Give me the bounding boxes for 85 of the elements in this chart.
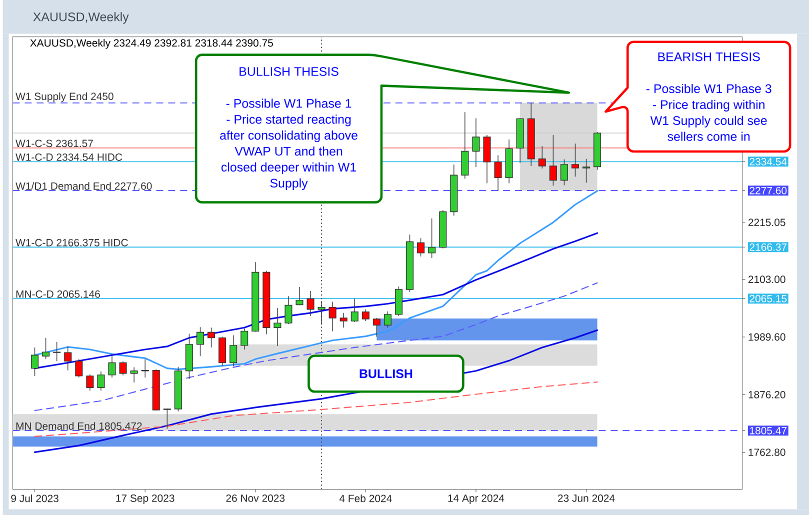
x-tick-label: 17 Sep 2023 [116, 494, 174, 504]
candlestick [340, 312, 348, 328]
candlestick [461, 112, 469, 179]
y-tick-label: 1805.47 [750, 426, 787, 434]
candlestick [406, 234, 414, 292]
candlestick [42, 337, 50, 360]
ref-line-label: W1-C-D 2334.54 HIDC [16, 153, 122, 161]
candlestick [450, 164, 458, 216]
annotation: - Possible W1 Phase 1 [226, 98, 352, 108]
annotation: BULLISH THESIS [240, 66, 338, 76]
candlestick [64, 346, 72, 371]
candlestick [274, 307, 282, 346]
y-tick-label: 2166.37 [750, 243, 787, 251]
y-tick-label: 2103.00 [748, 276, 786, 283]
candlestick [472, 118, 480, 168]
annotation: - Price started reacting after consolidating above VWAP UT and then closed deeper within W1 Supply [220, 114, 358, 190]
candlestick [571, 143, 579, 177]
x-tick-label: 26 Nov 2023 [226, 494, 285, 502]
candlestick [582, 158, 590, 184]
candlestick [174, 366, 182, 412]
candlestick [86, 374, 94, 391]
candlestick [152, 368, 160, 411]
candlestick [362, 308, 370, 322]
candlestick [538, 146, 546, 169]
ref-line-label: MN-C-D 2065.146 [16, 290, 100, 298]
candlestick [53, 341, 61, 362]
annotation: - Possible W1 Phase 3 [646, 84, 772, 93]
chart-title: XAUUSD,Weekly [33, 12, 129, 24]
candlestick [394, 286, 403, 316]
y-tick-label: 2215.05 [748, 218, 786, 226]
y-tick-label: 2334.54 [750, 158, 787, 166]
candlestick [97, 370, 105, 391]
candlestick [163, 408, 171, 430]
y-tick-label: 2277.60 [750, 186, 787, 194]
candlestick [296, 286, 304, 306]
candlestick [130, 366, 138, 383]
candlestick [207, 327, 216, 348]
x-tick-label: 4 Feb 2024 [339, 494, 392, 502]
candlestick [594, 132, 602, 170]
candlestick [230, 334, 238, 367]
candlestick [240, 328, 248, 350]
candlestick [284, 296, 292, 324]
candlestick [428, 218, 436, 258]
candlestick [252, 262, 260, 332]
candlestick [483, 134, 491, 184]
y-tick-label: 1762.80 [748, 448, 786, 456]
ref-line-label: W1/D1 Demand End 2277.60 [16, 182, 152, 190]
line-series [34, 381, 598, 437]
candlestick [328, 301, 336, 332]
candlestick [516, 118, 524, 164]
ref-line-label: W1 Supply End 2450 [16, 92, 114, 102]
candlestick [384, 310, 392, 328]
candlestick [318, 300, 326, 325]
candlestick [119, 360, 127, 376]
candlestick [218, 336, 226, 366]
candlestick [185, 333, 193, 380]
candlestick [560, 158, 568, 186]
candlestick [262, 270, 270, 334]
y-tick-label: 1989.60 [748, 333, 786, 341]
candlestick [350, 298, 358, 322]
candlestick [141, 358, 149, 378]
candlestick [549, 134, 557, 186]
candlestick [196, 326, 204, 356]
candlestick [527, 102, 535, 166]
candlestick [439, 210, 447, 249]
ref-line-label: MN Demand End 1805.472 [16, 422, 142, 430]
annotation: - Price trading within W1 Supply could see sellers come in [650, 100, 767, 141]
chart-subtitle: XAUUSD,Weekly 2324.49 2392.81 2318.44 2390.75 [30, 38, 273, 49]
candlestick [372, 318, 380, 338]
y-tick-label: 1876.20 [748, 390, 786, 398]
y-tick-label: 2065.15 [750, 294, 787, 302]
ref-line-label: W1-C-D 2166.375 HIDC [16, 238, 128, 246]
candlestick [306, 290, 314, 316]
x-tick-label: 23 Jun 2024 [558, 494, 615, 502]
annotation: BULLISH [360, 369, 412, 378]
x-tick-label: 14 Apr 2024 [448, 494, 504, 504]
candlestick [505, 139, 513, 184]
ref-line-label: W1-C-S 2361.57 [16, 140, 93, 148]
candlestick [31, 347, 39, 376]
x-tick-label: 9 Jul 2023 [11, 494, 58, 502]
candlestick [417, 238, 425, 257]
candlestick [108, 356, 116, 378]
candlestick [75, 358, 83, 378]
candlestick [494, 154, 502, 192]
annotation: BEARISH THESIS [658, 52, 760, 62]
